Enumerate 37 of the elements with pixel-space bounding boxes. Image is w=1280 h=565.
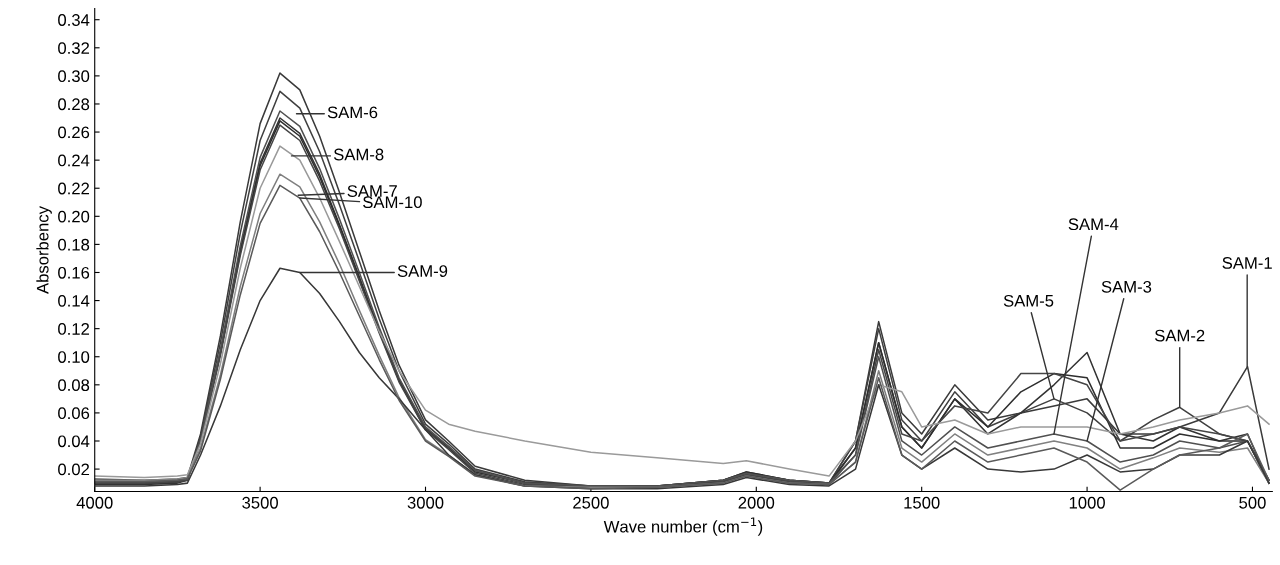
x-tick-label: 2500 xyxy=(573,496,609,509)
annotation: SAM-8 xyxy=(333,148,384,161)
annotation: SAM-10 xyxy=(363,196,422,209)
y-tick-label: 0.02 xyxy=(58,463,90,476)
annotation: SAM-7 xyxy=(347,185,397,197)
y-tick-label: 0.20 xyxy=(58,210,90,223)
annotation: SAM-6 xyxy=(327,106,378,119)
y-tick-label: 0.12 xyxy=(58,323,90,335)
y-tick-label: 0.26 xyxy=(58,126,90,139)
x-tick-label: 3500 xyxy=(242,496,278,509)
annotation: SAM-9 xyxy=(397,265,448,277)
y-tick-label: 0.32 xyxy=(58,42,90,54)
y-tick-label: 0.24 xyxy=(58,154,90,167)
x-tick-label: 4000 xyxy=(76,496,113,509)
y-tick-label: 0.08 xyxy=(58,379,90,392)
y-tick-label: 0.30 xyxy=(58,70,90,83)
y-tick-label: 0.22 xyxy=(58,182,90,195)
y-tick-label: 0.18 xyxy=(58,238,90,251)
x-tick-label: 2000 xyxy=(738,496,775,509)
x-tick-label: 1500 xyxy=(904,496,940,509)
y-tick-label: 0.04 xyxy=(58,435,90,448)
y-tick-label: 0.14 xyxy=(58,294,90,307)
x-tick-label: 3000 xyxy=(407,496,444,509)
y-axis-title: Absorbency xyxy=(36,206,52,294)
annotation: SAM-2 xyxy=(1154,329,1205,342)
y-tick-label: 0.10 xyxy=(58,351,90,363)
x-tick-label: 500 xyxy=(1239,496,1266,509)
annotation: SAM-3 xyxy=(1101,280,1152,293)
annotation: SAM-5 xyxy=(1003,294,1054,307)
x-axis-title: Wave number (cm$^{−1}$) xyxy=(603,517,763,536)
x-tick-label: 1000 xyxy=(1069,496,1105,509)
y-tick-label: 0.34 xyxy=(58,14,90,26)
y-tick-label: 0.28 xyxy=(58,98,90,111)
y-tick-label: 0.16 xyxy=(58,266,90,279)
y-tick-label: 0.06 xyxy=(58,407,90,420)
annotation: SAM-1 xyxy=(1222,257,1272,269)
annotation: SAM-4 xyxy=(1068,218,1119,231)
